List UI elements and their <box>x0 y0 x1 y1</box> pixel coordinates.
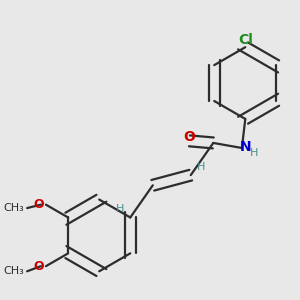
Text: CH₃: CH₃ <box>3 266 24 276</box>
Text: O: O <box>184 130 195 144</box>
Text: CH₃: CH₃ <box>3 203 24 213</box>
Text: H: H <box>197 162 205 172</box>
Text: H: H <box>250 148 258 158</box>
Text: O: O <box>34 198 44 211</box>
Text: H: H <box>116 204 124 214</box>
Text: N: N <box>240 140 252 154</box>
Text: O: O <box>34 260 44 273</box>
Text: Cl: Cl <box>238 33 253 47</box>
